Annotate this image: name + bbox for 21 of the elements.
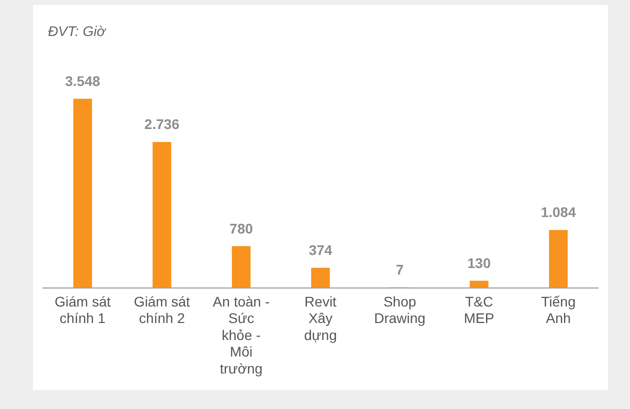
data-label: 374: [308, 242, 332, 258]
x-tick-label: Giám sát chính 2: [134, 293, 190, 326]
bar: [549, 230, 568, 288]
bar: [470, 280, 488, 288]
data-label: 7: [396, 261, 404, 278]
x-tick-label: T&C MEP: [464, 293, 494, 326]
data-label: 1.084: [540, 204, 576, 220]
x-tick-label: Shop Drawing: [374, 293, 426, 326]
bar: [232, 246, 251, 288]
bar: [152, 142, 172, 288]
data-label: 2.736: [144, 116, 180, 132]
data-label: 780: [230, 220, 254, 236]
x-tick-label: Giám sát chính 1: [54, 293, 111, 326]
text: ĐVT: Giờ: [48, 23, 106, 39]
x-tick-label: Revit Xây dựng: [304, 293, 337, 343]
x-tick-label: An toàn - Sức khỏe - Môi trường: [212, 293, 270, 376]
x-tick-label: Tiếng Anh: [541, 293, 576, 326]
data-label: 130: [467, 254, 491, 271]
data-label: 3.548: [65, 72, 100, 89]
bar: [73, 98, 92, 288]
bar: [311, 268, 330, 288]
